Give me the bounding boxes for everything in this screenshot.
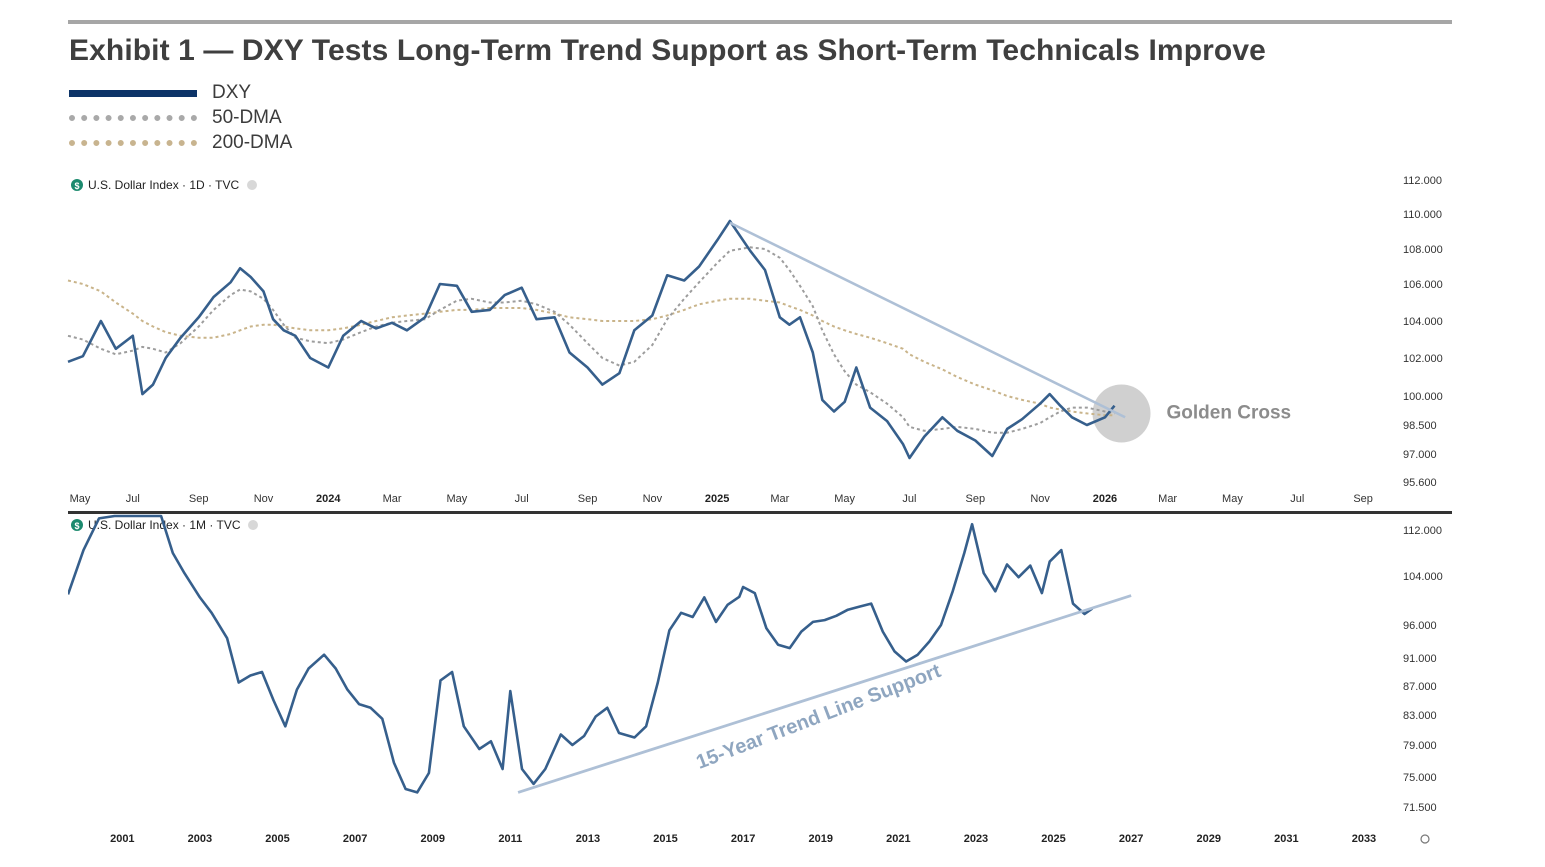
top-y-tick-label: 100.000 [1403, 391, 1443, 403]
top-y-tick-label: 104.000 [1403, 316, 1443, 328]
bottom-y-tick-label: 87.000 [1403, 681, 1437, 693]
bottom-x-tick-label: 2023 [964, 833, 988, 845]
top-x-tick-label: Jul [126, 493, 140, 505]
bottom-panel: $ U.S. Dollar Index · 1M · TVC 112.00010… [68, 514, 1443, 845]
downtrend-line [729, 221, 1126, 419]
panel-separator [68, 511, 1452, 514]
dollar-badge-icon [71, 519, 83, 531]
legend-swatch-50dma [69, 115, 197, 121]
legend-label-dxy: DXY [212, 82, 252, 103]
top-x-tick-label: May [446, 493, 467, 505]
dollar-badge-icon [71, 179, 83, 191]
top-x-tick-label: Mar [383, 493, 402, 505]
top-x-tick-label: Sep [189, 493, 209, 505]
bottom-x-tick-label: 2021 [886, 833, 910, 845]
bottom-x-axis: 2001 2003 2005 2007 2009 2011 2013 2015 2017 2019… [110, 833, 1376, 845]
bottom-y-tick-label: 71.500 [1403, 802, 1437, 814]
top-x-tick-label: 2025 [705, 493, 729, 505]
bottom-x-tick-label: 2033 [1352, 833, 1376, 845]
top-x-tick-label: 2024 [316, 493, 341, 505]
page-title: Exhibit 1 — DXY Tests Long-Term Trend Su… [69, 34, 1266, 67]
bottom-y-tick-label: 79.000 [1403, 740, 1437, 752]
top-x-tick-label: May [834, 493, 855, 505]
top-x-axis: May Jul Sep Nov 2024 Mar May Jul Sep Nov 2025 Mar Ma… [70, 493, 1373, 505]
dxy-line [67, 219, 1116, 460]
bottom-x-tick-label: 2011 [498, 833, 522, 845]
bottom-more-icon[interactable] [248, 520, 258, 530]
top-x-tick-label: Sep [966, 493, 986, 505]
top-y-tick-label: 95.600 [1403, 477, 1437, 489]
trendline-support-label: 15-Year Trend Line Support [693, 660, 944, 774]
bottom-y-tick-label: 75.000 [1403, 772, 1437, 784]
top-y-tick-label: 106.000 [1403, 279, 1443, 291]
ma200-line [67, 279, 1115, 417]
top-x-tick-label: May [1222, 493, 1243, 505]
golden-cross-highlight [1092, 384, 1151, 443]
top-x-tick-label: Nov [1030, 493, 1050, 505]
top-series: Golden Cross [67, 219, 1292, 460]
bottom-x-tick-label: 2031 [1274, 833, 1298, 845]
top-y-tick-label: 102.000 [1403, 353, 1443, 365]
legend-label-200dma: 200-DMA [212, 132, 293, 153]
top-x-tick-label: Jul [515, 493, 529, 505]
top-x-tick-label: Sep [578, 493, 598, 505]
top-x-tick-label: May [70, 493, 91, 505]
ma50-line [67, 246, 1115, 434]
bottom-x-tick-label: 2009 [420, 833, 444, 845]
bottom-x-tick-label: 2013 [576, 833, 600, 845]
bottom-series: 15-Year Trend Line Support [68, 514, 1132, 794]
top-more-icon[interactable] [247, 180, 257, 190]
top-symbol-label: U.S. Dollar Index · 1D · TVC [88, 178, 239, 192]
legend-swatch-200dma [69, 140, 197, 146]
top-panel: $ U.S. Dollar Index · 1D · TVC 112.00011… [67, 175, 1443, 505]
bottom-x-tick-label: 2027 [1119, 833, 1143, 845]
bottom-y-tick-label: 96.000 [1403, 620, 1437, 632]
top-x-tick-label: Mar [770, 493, 789, 505]
dollar-sign-glyph: $ [74, 521, 79, 531]
bottom-y-tick-label: 91.000 [1403, 653, 1437, 665]
top-x-tick-label: 2026 [1093, 493, 1117, 505]
top-y-tick-label: 97.000 [1403, 449, 1437, 461]
bottom-x-tick-label: 2003 [188, 833, 212, 845]
top-y-tick-label: 112.000 [1403, 175, 1442, 187]
top-y-tick-label: 98.500 [1403, 420, 1437, 432]
settings-gear-icon[interactable] [1420, 834, 1430, 844]
bottom-y-axis: 112.000 104.000 96.000 91.000 87.000 83.000 79… [1403, 525, 1443, 814]
top-x-tick-label: Nov [254, 493, 274, 505]
bottom-x-tick-label: 2017 [731, 833, 755, 845]
bottom-x-tick-label: 2005 [265, 833, 289, 845]
top-y-tick-label: 108.000 [1403, 244, 1443, 256]
golden-cross-label: Golden Cross [1167, 402, 1292, 423]
top-x-tick-label: Nov [643, 493, 663, 505]
bottom-y-tick-label: 83.000 [1403, 710, 1437, 722]
bottom-x-tick-label: 2025 [1041, 833, 1065, 845]
top-x-tick-label: Jul [1290, 493, 1304, 505]
legend-swatch-dxy [69, 90, 197, 97]
top-x-tick-label: Jul [902, 493, 916, 505]
top-rule [68, 20, 1452, 24]
top-y-tick-label: 110.000 [1403, 209, 1442, 221]
top-y-axis: 112.000 110.000 108.000 106.000 104.000 102.0… [1403, 175, 1443, 489]
top-x-tick-label: Mar [1158, 493, 1177, 505]
uptrend-support-line [517, 594, 1132, 794]
bottom-y-tick-label: 104.000 [1403, 571, 1443, 583]
bottom-x-tick-label: 2019 [809, 833, 833, 845]
bottom-x-tick-label: 2029 [1197, 833, 1221, 845]
bottom-x-tick-label: 2015 [653, 833, 677, 845]
bottom-x-tick-label: 2007 [343, 833, 367, 845]
legend-label-50dma: 50-DMA [212, 107, 282, 128]
dxy-monthly-line [68, 514, 1094, 794]
bottom-x-tick-label: 2001 [110, 833, 134, 845]
bottom-y-tick-label: 112.000 [1403, 525, 1442, 537]
top-x-tick-label: Sep [1353, 493, 1373, 505]
dollar-sign-glyph: $ [74, 181, 79, 191]
